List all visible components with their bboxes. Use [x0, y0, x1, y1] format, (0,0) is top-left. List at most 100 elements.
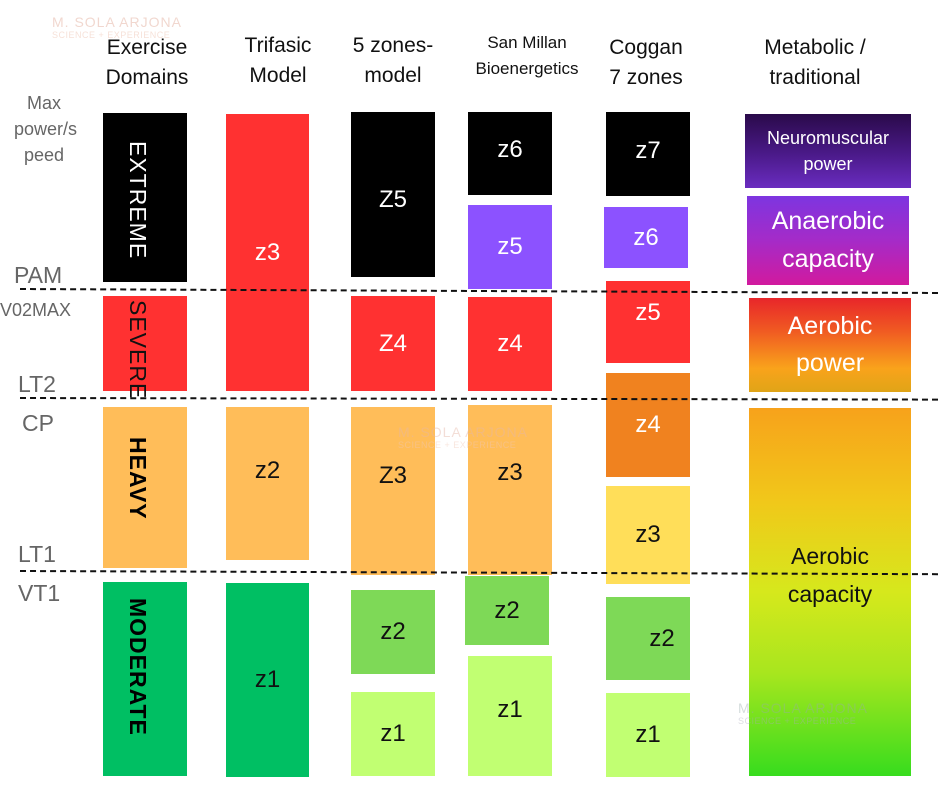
coggan-z1: z1: [606, 693, 690, 777]
five-zones-z3: Z3: [351, 407, 435, 575]
header-line: Exercise: [106, 36, 188, 59]
zone-label: z1: [380, 720, 406, 747]
coggan-z7: z7: [606, 112, 690, 196]
header-five-zones: 5 zones- model: [338, 31, 448, 92]
watermark-name: M. SOLA ARJONA: [52, 14, 182, 30]
metabolic-neuromuscular: Neuromuscular power: [745, 114, 911, 188]
header-line: model: [364, 64, 422, 88]
block-line: Aerobic: [791, 543, 869, 569]
zone-label: z1: [635, 721, 661, 748]
block-line: capacity: [782, 244, 874, 273]
watermark-tagline: SCIENCE + EXPERIENCE: [398, 440, 517, 450]
trifasic-z2: z2: [226, 407, 309, 560]
coggan-z4: z4: [606, 373, 690, 477]
header-line: 7 zones: [609, 66, 683, 90]
zone-label: z4: [635, 411, 661, 438]
metabolic-aerobic-capacity: Aerobic capacity: [749, 408, 911, 776]
trifasic-z1: z1: [226, 583, 309, 777]
watermark-name: M. SOLA ARJONA: [398, 424, 528, 440]
domain-extreme-block: [103, 113, 187, 282]
domain-moderate-label: MODERATE: [125, 598, 151, 736]
domain-moderate-block: [103, 582, 187, 776]
header-line: traditional: [769, 66, 861, 90]
domain-severe-label: SEVERE: [125, 300, 151, 400]
san-millan-z1: z1: [468, 656, 552, 776]
label-cp: CP: [22, 410, 54, 436]
block-line: Anaerobic: [771, 207, 885, 235]
header-metabolic: Metabolic / traditional: [750, 33, 880, 94]
watermark-bottom: M. SOLA ARJONA SCIENCE + EXPERIENCE: [738, 700, 868, 726]
domain-severe-block: [103, 296, 187, 391]
header-line: San Millan: [487, 33, 567, 52]
header-coggan: Coggan 7 zones: [590, 33, 702, 94]
san-millan-z3: z3: [468, 405, 552, 575]
five-zones-z4: Z4: [351, 296, 435, 391]
label-line: Max: [26, 93, 61, 113]
header-exercise-domains: Exercise Domains: [92, 33, 202, 94]
zone-label: z5: [635, 299, 661, 326]
san-millan-z2: z2: [465, 576, 549, 645]
coggan-z3: z3: [606, 486, 690, 584]
zone-label: z2: [254, 457, 281, 484]
coggan-z6: z6: [604, 207, 688, 268]
zone-label: z3: [497, 459, 523, 486]
header-line: Bioenergetics: [475, 58, 579, 78]
header-san-millan: San Millan Bioenergetics: [462, 30, 592, 81]
watermark-center: M. SOLA ARJONA SCIENCE + EXPERIENCE: [398, 424, 528, 450]
domain-heavy-label: HEAVY: [125, 437, 151, 520]
watermark-tagline: SCIENCE + EXPERIENCE: [738, 716, 857, 726]
block-line: power: [803, 154, 853, 174]
header-line: 5 zones-: [352, 34, 434, 57]
five-zones-z2: z2: [351, 590, 435, 674]
san-millan-z4: z4: [468, 297, 552, 391]
zone-label: z7: [635, 137, 661, 164]
label-vt1: VT1: [18, 580, 61, 606]
zone-label: z3: [254, 238, 281, 266]
zone-label: z1: [497, 696, 523, 723]
five-zones-z1: z1: [351, 692, 435, 776]
header-line: Model: [249, 64, 307, 88]
header-line: Domains: [105, 66, 189, 90]
domain-heavy-block: [103, 407, 187, 568]
domain-extreme-label: EXTREME: [125, 141, 151, 260]
block-line: capacity: [787, 580, 873, 607]
label-pam: PAM: [14, 262, 63, 288]
label-line: power/s: [14, 119, 78, 140]
label-max-power: Max power/s peed: [14, 90, 78, 168]
trifasic-z3: z3: [226, 114, 309, 391]
watermark-top: M. SOLA ARJONA SCIENCE + EXPERIENCE: [52, 14, 182, 40]
watermark-name: M. SOLA ARJONA: [738, 700, 868, 716]
zone-label: z5: [497, 233, 523, 260]
label-vo2max: V02MAX: [0, 300, 72, 320]
zone-label: z6: [497, 136, 523, 163]
watermark-tagline: SCIENCE + EXPERIENCE: [52, 30, 171, 40]
header-trifasic: Trifasic Model: [228, 31, 328, 92]
label-lt2: LT2: [18, 371, 56, 397]
zone-label: Z3: [378, 462, 407, 489]
san-millan-z6: z6: [468, 112, 552, 195]
five-zones-z5: Z5: [351, 112, 435, 277]
threshold-line-lt2: [19, 397, 939, 401]
zone-label: Z5: [378, 186, 407, 213]
block-line: Neuromuscular: [766, 127, 890, 148]
header-line: Coggan: [609, 36, 683, 59]
zone-label: z2: [494, 596, 520, 624]
label-line: peed: [23, 145, 65, 166]
metabolic-anaerobic: Anaerobic capacity: [747, 196, 909, 285]
header-line: Trifasic: [244, 34, 312, 57]
label-lt1: LT1: [18, 541, 56, 567]
zone-label: z4: [497, 330, 523, 357]
coggan-z5: z5: [606, 281, 690, 363]
zone-label: z3: [635, 521, 661, 548]
zone-label: z1: [254, 666, 281, 693]
san-millan-z5: z5: [468, 205, 552, 289]
block-line: Aerobic: [787, 311, 873, 340]
zone-label: Z4: [378, 329, 407, 357]
coggan-z2: z2: [606, 597, 690, 680]
zone-label: z6: [633, 223, 659, 251]
block-line: power: [795, 349, 865, 377]
zone-label: z2: [380, 618, 406, 645]
zone-label: z2: [649, 624, 675, 652]
header-line: Metabolic /: [764, 36, 866, 59]
metabolic-aerobic-power: Aerobic power: [749, 298, 911, 392]
